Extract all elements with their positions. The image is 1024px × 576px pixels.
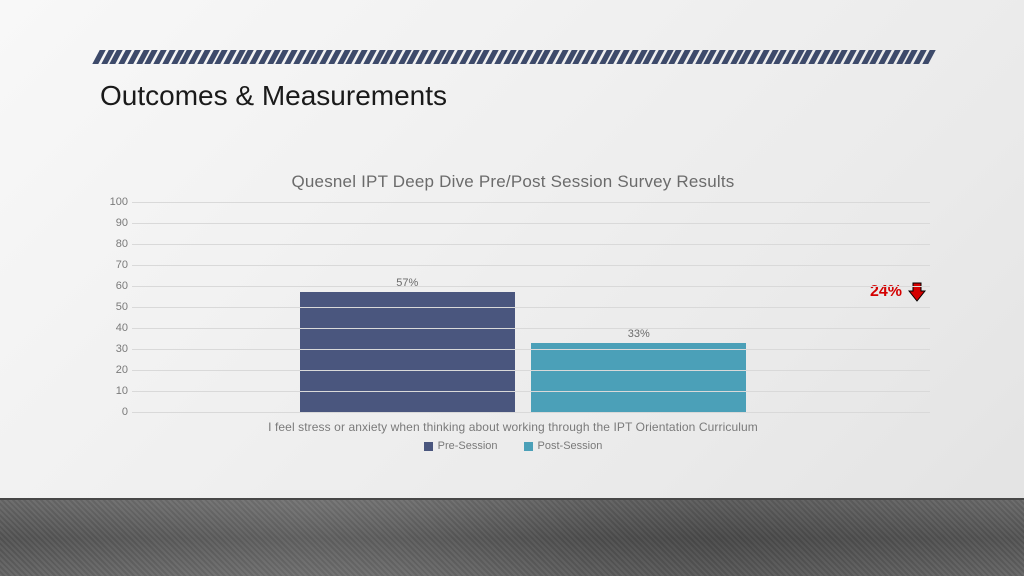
decorative-stripe bbox=[96, 50, 932, 64]
y-tick-label: 50 bbox=[100, 301, 128, 313]
legend-swatch bbox=[524, 442, 533, 451]
bar-value-label: 57% bbox=[396, 277, 418, 289]
y-tick-label: 40 bbox=[100, 322, 128, 334]
y-tick-label: 30 bbox=[100, 343, 128, 355]
legend-label: Pre-Session bbox=[438, 440, 498, 452]
legend-item: Post-Session bbox=[524, 440, 603, 452]
gridline bbox=[132, 265, 930, 266]
bar-value-label: 33% bbox=[628, 328, 650, 340]
chart: Quesnel IPT Deep Dive Pre/Post Session S… bbox=[96, 172, 930, 472]
gridline bbox=[132, 412, 930, 413]
gridline bbox=[132, 349, 930, 350]
y-tick-label: 70 bbox=[100, 259, 128, 271]
legend-item: Pre-Session bbox=[424, 440, 498, 452]
gridline bbox=[132, 307, 930, 308]
gridline bbox=[132, 202, 930, 203]
legend-label: Post-Session bbox=[538, 440, 603, 452]
gridline bbox=[132, 370, 930, 371]
gridline bbox=[132, 244, 930, 245]
gridline bbox=[132, 328, 930, 329]
gridline bbox=[132, 391, 930, 392]
y-tick-label: 10 bbox=[100, 385, 128, 397]
bar-rect bbox=[300, 292, 515, 412]
y-tick-label: 100 bbox=[100, 196, 128, 208]
gridline bbox=[132, 286, 930, 287]
y-tick-label: 80 bbox=[100, 238, 128, 250]
y-tick-label: 90 bbox=[100, 217, 128, 229]
y-tick-label: 20 bbox=[100, 364, 128, 376]
bar-rect bbox=[531, 343, 746, 412]
y-tick-label: 60 bbox=[100, 280, 128, 292]
legend: Pre-Session Post-Session bbox=[96, 440, 930, 452]
plot-area: 57%33% 24% 0102030405060708090100 bbox=[132, 202, 930, 412]
x-axis-label: I feel stress or anxiety when thinking a… bbox=[96, 420, 930, 434]
legend-swatch bbox=[424, 442, 433, 451]
slide-heading: Outcomes & Measurements bbox=[100, 80, 447, 112]
chart-title: Quesnel IPT Deep Dive Pre/Post Session S… bbox=[96, 172, 930, 192]
y-tick-label: 0 bbox=[100, 406, 128, 418]
slide: Outcomes & Measurements Quesnel IPT Deep… bbox=[0, 0, 1024, 576]
floor-texture bbox=[0, 498, 1024, 576]
gridline bbox=[132, 223, 930, 224]
